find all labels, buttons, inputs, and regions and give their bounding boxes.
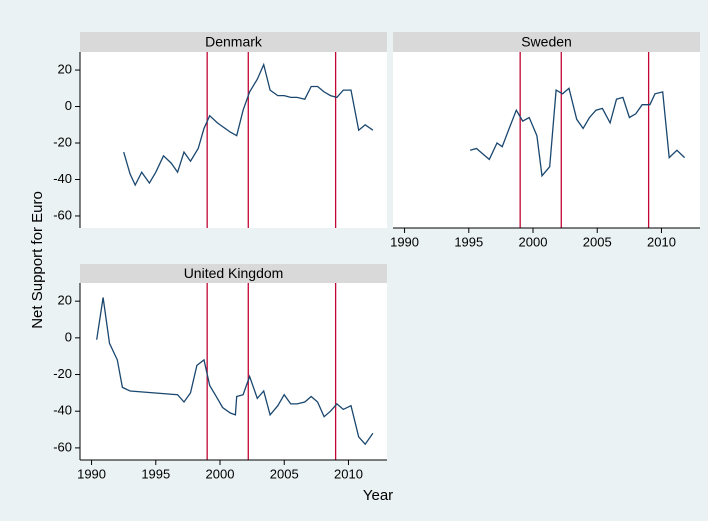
plot-area	[80, 283, 387, 460]
panel-header	[393, 32, 700, 52]
y-tick-label: -40	[53, 171, 72, 186]
x-tick-label: 2010	[647, 234, 676, 249]
data-line	[123, 62, 374, 187]
x-tick-label: 1990	[77, 466, 106, 481]
panel-title: Denmark	[205, 34, 263, 50]
panel-title: Sweden	[521, 34, 572, 50]
plot-area	[80, 52, 387, 228]
panel-header	[80, 264, 387, 283]
x-tick-label: 2010	[334, 466, 363, 481]
x-tick-label: 2005	[270, 466, 299, 481]
y-tick-label: 0	[65, 329, 72, 344]
x-tick-label: 2000	[206, 466, 235, 481]
x-axis-title: Year	[363, 487, 393, 504]
x-tick-label: 1990	[390, 234, 419, 249]
y-tick-label: -20	[53, 134, 72, 149]
x-tick-label: 1995	[141, 466, 170, 481]
data-line	[469, 87, 686, 178]
data-line	[96, 297, 374, 446]
plot-area	[393, 52, 700, 228]
y-tick-label: -20	[53, 366, 72, 381]
y-tick-label: 20	[58, 61, 72, 76]
y-axis-title: Net Support for Euro	[29, 191, 46, 329]
y-tick-label: -60	[53, 439, 72, 454]
y-tick-label: -40	[53, 403, 72, 418]
panel-header	[80, 32, 387, 52]
panel-title: United Kingdom	[184, 265, 284, 281]
y-tick-label: -60	[53, 207, 72, 222]
y-tick-label: 0	[65, 98, 72, 113]
x-tick-label: 2005	[583, 234, 612, 249]
y-tick-label: 20	[58, 293, 72, 308]
x-tick-label: 1995	[454, 234, 483, 249]
x-tick-label: 2000	[519, 234, 548, 249]
